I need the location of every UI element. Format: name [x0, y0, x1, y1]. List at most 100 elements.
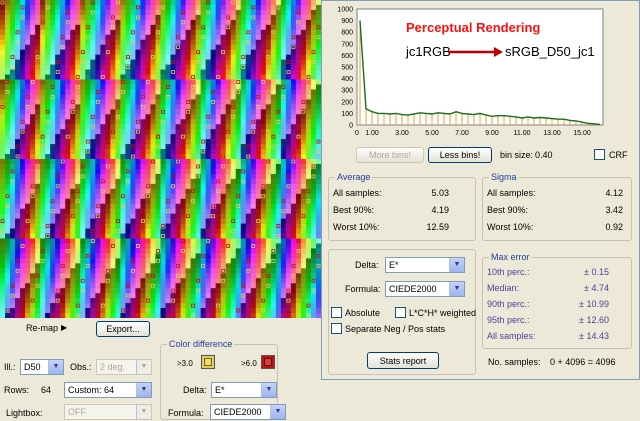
color-patch[interactable] — [140, 298, 146, 304]
color-patch[interactable] — [60, 238, 66, 244]
color-patch[interactable] — [230, 218, 237, 224]
color-patch[interactable] — [195, 0, 201, 6]
color-patch[interactable] — [120, 79, 126, 85]
color-patch[interactable] — [30, 213, 36, 219]
color-patch[interactable] — [135, 69, 141, 75]
color-patch[interactable] — [225, 218, 232, 224]
color-patch[interactable] — [140, 99, 146, 105]
color-patch[interactable] — [170, 49, 176, 55]
color-patch[interactable] — [135, 14, 141, 21]
color-patch[interactable] — [195, 213, 201, 219]
color-patch[interactable] — [130, 94, 136, 100]
color-patch[interactable] — [15, 248, 21, 254]
color-patch[interactable] — [205, 89, 211, 95]
color-patch[interactable] — [160, 129, 166, 135]
color-patch[interactable] — [190, 104, 196, 110]
color-patch[interactable] — [165, 84, 171, 90]
color-patch[interactable] — [255, 139, 262, 145]
color-patch[interactable] — [310, 74, 317, 80]
color-patch[interactable] — [35, 213, 41, 219]
color-patch[interactable] — [45, 293, 51, 299]
color-patch[interactable] — [80, 193, 86, 200]
color-patch[interactable] — [270, 59, 277, 65]
color-patch[interactable] — [315, 124, 321, 130]
color-patch[interactable] — [150, 14, 156, 21]
color-patch[interactable] — [280, 288, 287, 294]
color-patch[interactable] — [260, 14, 267, 21]
color-patch[interactable] — [235, 89, 242, 95]
color-patch[interactable] — [100, 293, 106, 299]
color-patch[interactable] — [185, 243, 191, 249]
color-patch[interactable] — [110, 168, 116, 175]
color-patch[interactable] — [100, 223, 106, 229]
color-patch[interactable] — [110, 154, 116, 160]
color-patch[interactable] — [175, 69, 181, 75]
color-patch[interactable] — [30, 193, 36, 200]
color-patch[interactable] — [45, 263, 51, 269]
color-patch[interactable] — [70, 273, 76, 279]
color-patch[interactable] — [245, 268, 252, 274]
color-patch[interactable] — [250, 183, 257, 190]
color-patch[interactable] — [120, 94, 126, 100]
color-patch[interactable] — [300, 193, 307, 200]
color-patch[interactable] — [130, 54, 136, 60]
color-patch[interactable] — [100, 263, 106, 269]
color-patch[interactable] — [135, 44, 141, 50]
color-patch[interactable] — [170, 159, 176, 165]
color-patch[interactable] — [100, 154, 106, 160]
color-patch[interactable] — [260, 109, 267, 115]
color-patch[interactable] — [15, 69, 21, 75]
color-patch[interactable] — [240, 253, 247, 259]
color-patch[interactable] — [270, 9, 277, 16]
color-patch[interactable] — [55, 64, 61, 70]
color-patch[interactable] — [250, 293, 257, 299]
color-patch[interactable] — [50, 24, 56, 31]
color-patch[interactable] — [265, 298, 272, 304]
color-patch[interactable] — [85, 109, 91, 115]
color-patch[interactable] — [165, 79, 171, 85]
color-patch[interactable] — [85, 303, 91, 309]
color-patch[interactable] — [90, 193, 96, 200]
color-patch[interactable] — [265, 19, 272, 26]
color-patch[interactable] — [165, 4, 171, 11]
color-patch[interactable] — [75, 79, 81, 85]
color-patch[interactable] — [175, 188, 181, 195]
color-patch[interactable] — [135, 129, 141, 135]
color-patch[interactable] — [180, 233, 186, 239]
color-patch[interactable] — [225, 293, 232, 299]
color-patch[interactable] — [255, 149, 262, 155]
color-patch[interactable] — [90, 303, 96, 309]
color-patch[interactable] — [290, 203, 297, 209]
color-patch[interactable] — [300, 79, 307, 85]
color-patch[interactable] — [200, 263, 206, 269]
color-patch[interactable] — [40, 228, 46, 234]
color-patch[interactable] — [70, 208, 76, 214]
color-patch[interactable] — [285, 188, 292, 195]
color-patch[interactable] — [160, 34, 166, 41]
color-patch[interactable] — [95, 223, 101, 229]
color-patch[interactable] — [85, 268, 91, 274]
color-patch[interactable] — [145, 99, 151, 105]
color-patch[interactable] — [190, 69, 196, 75]
color-patch[interactable] — [200, 178, 206, 185]
color-patch[interactable] — [5, 134, 11, 140]
color-patch[interactable] — [275, 39, 282, 46]
color-patch[interactable] — [255, 89, 262, 95]
color-patch[interactable] — [40, 69, 46, 75]
color-patch[interactable] — [195, 253, 201, 259]
color-patch[interactable] — [305, 288, 312, 294]
color-patch[interactable] — [125, 213, 131, 219]
color-patch[interactable] — [315, 293, 321, 299]
color-patch[interactable] — [255, 134, 262, 140]
color-patch[interactable] — [60, 149, 66, 155]
color-patch[interactable] — [275, 129, 282, 135]
color-patch[interactable] — [70, 298, 76, 304]
color-patch[interactable] — [110, 288, 116, 294]
color-patch[interactable] — [85, 0, 91, 6]
color-patch[interactable] — [235, 154, 242, 160]
color-patch[interactable] — [170, 39, 176, 46]
color-patch[interactable] — [225, 288, 232, 294]
color-patch[interactable] — [240, 154, 247, 160]
color-patch[interactable] — [85, 159, 91, 165]
color-patch[interactable] — [195, 163, 201, 170]
